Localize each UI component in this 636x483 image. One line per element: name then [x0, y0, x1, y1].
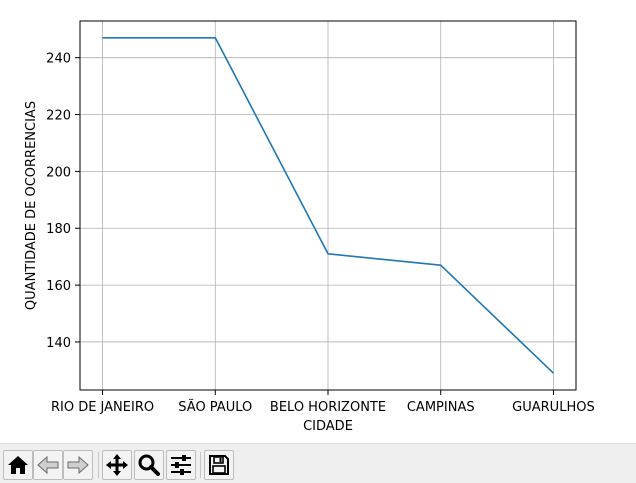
- y-tick-label: 180: [46, 222, 71, 237]
- y-axis-label: QUANTIDADE DE OCORRENCIAS: [24, 101, 39, 310]
- x-tick-label: GUARULHOS: [512, 400, 595, 415]
- pan-button[interactable]: [102, 450, 132, 480]
- x-tick-label: BELO HORIZONTE: [270, 400, 386, 415]
- chart-figure: RIO DE JANEIRO SÃO PAULO BELO HORIZONTE CAM…: [24, 20, 595, 434]
- forward-button[interactable]: [63, 450, 93, 480]
- magnifier-icon: [138, 454, 160, 476]
- toolbar-separator: [98, 452, 99, 478]
- y-tick-label: 240: [46, 52, 71, 67]
- y-tick-label: 220: [46, 109, 71, 124]
- grid-lines: [80, 21, 576, 390]
- y-tick-label: 160: [46, 279, 71, 294]
- y-tick-label: 200: [46, 165, 71, 180]
- ticks: RIO DE JANEIRO SÃO PAULO BELO HORIZONTE CAM…: [46, 52, 595, 415]
- y-tick-label: 140: [46, 336, 71, 351]
- series-line: [102, 36, 555, 374]
- arrow-right-icon: [67, 455, 89, 475]
- zoom-button[interactable]: [134, 450, 164, 480]
- series-layer: [102, 36, 555, 374]
- floppy-disk-icon: [209, 455, 229, 475]
- configure-subplots-button[interactable]: [166, 450, 196, 480]
- arrow-left-icon: [37, 455, 59, 475]
- x-axis-label: CIDADE: [303, 419, 353, 434]
- save-button[interactable]: [204, 450, 234, 480]
- home-button[interactable]: [3, 450, 33, 480]
- home-icon: [8, 456, 28, 474]
- navigation-toolbar: [0, 443, 636, 483]
- x-tick-label: CAMPINAS: [407, 400, 475, 415]
- back-button[interactable]: [33, 450, 63, 480]
- sliders-icon: [171, 455, 191, 475]
- x-tick-label: SÃO PAULO: [178, 399, 252, 415]
- move-icon: [106, 454, 128, 476]
- toolbar-separator: [200, 452, 201, 478]
- x-tick-label: RIO DE JANEIRO: [51, 400, 154, 415]
- chart-canvas: RIO DE JANEIRO SÃO PAULO BELO HORIZONTE CAM…: [24, 20, 595, 434]
